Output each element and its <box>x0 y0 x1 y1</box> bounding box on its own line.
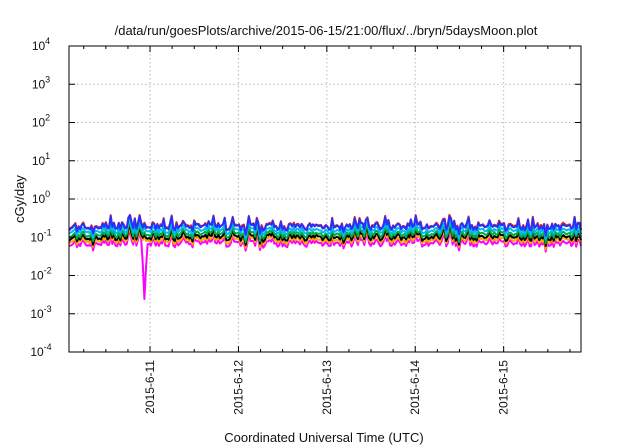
y-tick-label: 104 <box>32 36 50 53</box>
y-axis: 10-4 10-3 10-2 10-1 100 101 102 103 104 <box>30 36 581 359</box>
x-axis: 2015-6-11 2015-6-12 2015-6-13 2015-6-14 2015… <box>83 46 571 415</box>
y-tick-label: 10-4 <box>30 342 51 359</box>
x-tick-label: 2015-6-14 <box>408 360 422 415</box>
series-line-4 <box>68 218 582 241</box>
series-line-3 <box>68 222 582 245</box>
y-tick-label: 102 <box>32 113 50 130</box>
y-tick-label: 10-1 <box>30 227 51 244</box>
y-tick-label: 101 <box>32 151 50 168</box>
series-line-6 <box>68 214 582 237</box>
x-tick-label: 2015-6-15 <box>497 360 511 415</box>
grid <box>69 46 581 352</box>
y-tick-label: 100 <box>32 189 50 206</box>
y-axis-label: cGy/day <box>12 175 27 223</box>
y-tick-label: 10-2 <box>30 266 51 283</box>
series-line-0 <box>68 230 582 300</box>
series-group <box>68 213 582 300</box>
x-axis-label: Coordinated Universal Time (UTC) <box>224 430 423 445</box>
x-tick-label: 2015-6-11 <box>143 360 157 414</box>
x-tick-label: 2015-6-13 <box>320 360 334 415</box>
y-tick-label: 10-3 <box>30 304 51 321</box>
x-tick-label: 2015-6-12 <box>231 360 245 415</box>
y-tick-label: 103 <box>32 74 50 91</box>
chart-title: /data/run/goesPlots/archive/2015-06-15/2… <box>115 23 538 38</box>
